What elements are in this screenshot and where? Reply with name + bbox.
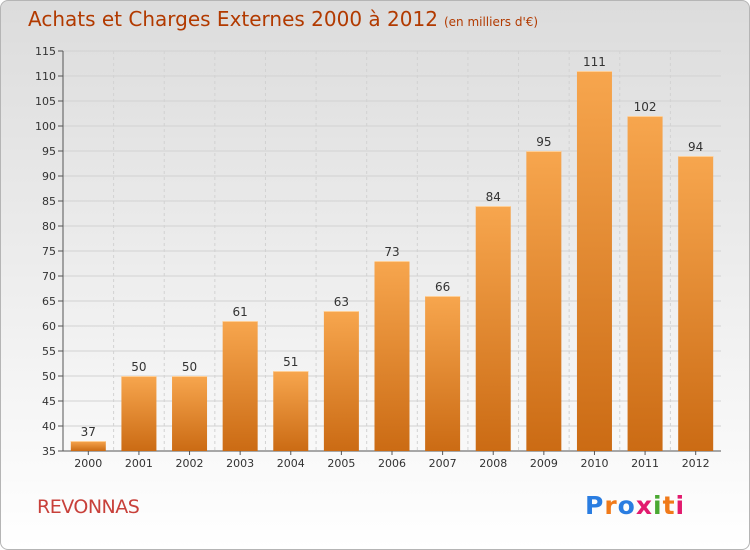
x-tick-label: 2012 <box>682 457 710 470</box>
y-tick-label: 95 <box>42 145 56 158</box>
y-tick-label: 70 <box>42 270 56 283</box>
data-label: 61 <box>233 305 248 319</box>
x-tick-label: 2008 <box>479 457 507 470</box>
data-label: 50 <box>182 360 197 374</box>
unit-label: (en milliers d'€) <box>443 15 539 29</box>
x-tick-label: 2010 <box>580 457 608 470</box>
y-tick-label: 45 <box>42 395 56 408</box>
y-tick-label: 80 <box>42 220 56 233</box>
x-tick-label: 2002 <box>176 457 204 470</box>
chart-title: Achats et Charges Externes 2000 à 2012 (e… <box>28 7 538 31</box>
bar <box>576 71 612 451</box>
data-label: 94 <box>688 140 703 154</box>
y-tick-label: 50 <box>42 370 56 383</box>
logo-letter: r <box>604 491 618 520</box>
x-tick-label: 2003 <box>226 457 254 470</box>
bar <box>172 376 208 451</box>
logo-letter: i <box>653 491 663 520</box>
y-tick-label: 85 <box>42 195 56 208</box>
logo-letter: o <box>617 491 636 520</box>
data-label: 102 <box>634 100 657 114</box>
bar <box>526 151 562 451</box>
data-label: 73 <box>384 245 399 259</box>
data-label: 95 <box>536 135 551 149</box>
x-tick-label: 2011 <box>631 457 659 470</box>
title-text: Achats et Charges Externes 2000 à 2012 <box>28 7 438 31</box>
x-tick-label: 2007 <box>429 457 457 470</box>
y-tick-label: 65 <box>42 295 56 308</box>
y-tick-label: 105 <box>35 95 56 108</box>
x-tick-label: 2000 <box>74 457 102 470</box>
x-tick-label: 2006 <box>378 457 406 470</box>
y-tick-label: 35 <box>42 445 56 458</box>
labels: 35 40 45 50 55 60 65 70 75 80 85 90 95 100 105 110 115 37… <box>35 45 710 470</box>
y-tick-label: 55 <box>42 345 56 358</box>
logo-letter: i <box>675 491 686 520</box>
data-label: 51 <box>283 355 298 369</box>
data-label: 66 <box>435 280 450 294</box>
bar <box>678 156 714 451</box>
bar <box>627 116 663 451</box>
data-label: 84 <box>486 190 501 204</box>
logo-letter: x <box>635 491 653 520</box>
y-tick-label: 90 <box>42 170 56 183</box>
y-tick-label: 100 <box>35 120 56 133</box>
y-tick-label: 75 <box>42 245 56 258</box>
logo-letter: t <box>662 491 676 520</box>
bar <box>273 371 309 451</box>
logo-letter: P <box>585 491 605 520</box>
y-tick-label: 115 <box>35 45 56 58</box>
bar <box>425 296 461 451</box>
bar <box>222 321 258 451</box>
x-tick-label: 2001 <box>125 457 153 470</box>
bar <box>323 311 359 451</box>
commune-name: REVONNAS <box>37 496 140 518</box>
data-label: 50 <box>131 360 146 374</box>
bar <box>70 441 106 451</box>
bar <box>475 206 511 451</box>
bar <box>374 261 410 451</box>
x-tick-label: 2004 <box>277 457 305 470</box>
x-tick-label: 2009 <box>530 457 558 470</box>
proxiti-logo: Proxiti <box>585 491 685 520</box>
x-tick-label: 2005 <box>327 457 355 470</box>
data-label: 37 <box>81 425 96 439</box>
data-label: 111 <box>583 55 606 69</box>
y-tick-label: 60 <box>42 320 56 333</box>
bars <box>70 71 714 451</box>
y-tick-label: 40 <box>42 420 56 433</box>
y-tick-label: 110 <box>35 70 56 83</box>
bar <box>121 376 157 451</box>
data-label: 63 <box>334 295 349 309</box>
